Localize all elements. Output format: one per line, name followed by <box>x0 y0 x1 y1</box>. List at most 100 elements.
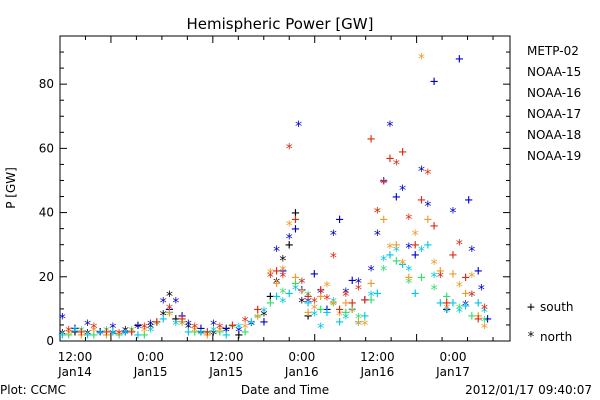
data-point: * <box>121 328 129 344</box>
data-point: + <box>109 324 117 340</box>
data-point: + <box>483 312 491 328</box>
data-point: * <box>115 328 123 344</box>
data-point: + <box>121 324 129 340</box>
data-point: + <box>235 328 243 344</box>
data-point: * <box>272 244 280 260</box>
data-point: * <box>455 238 463 254</box>
data-point: * <box>222 324 230 340</box>
data-point: * <box>247 318 255 334</box>
data-point: + <box>361 292 369 308</box>
data-point: * <box>209 328 217 344</box>
plot-border <box>59 35 511 342</box>
data-point: * <box>190 324 198 340</box>
data-point: + <box>455 51 463 67</box>
data-point: + <box>411 247 419 263</box>
data-point: + <box>127 324 135 340</box>
data-point: + <box>465 193 473 209</box>
data-point: * <box>285 218 293 234</box>
data-point: + <box>449 267 457 283</box>
data-point: * <box>228 321 236 337</box>
data-point: * <box>71 324 79 340</box>
data-point: * <box>354 312 362 328</box>
data-point: * <box>361 318 369 334</box>
data-point: * <box>165 289 173 305</box>
data-point: + <box>203 328 211 344</box>
data-point: * <box>392 157 400 173</box>
data-point: * <box>386 119 394 135</box>
data-point: * <box>247 318 255 334</box>
data-point: + <box>436 295 444 311</box>
series-noaa-15: *+ * + * + * **+*+* + * + * * +*+*+*+*+*+*+*+*+**+*+… <box>58 51 492 340</box>
x-tick-time-label: 0:00 <box>288 350 315 364</box>
data-point: * <box>266 270 274 286</box>
y-tick-label: 60 <box>39 141 54 155</box>
data-point: * <box>294 119 302 135</box>
x-tick-time-label: 12:00 <box>360 350 395 364</box>
data-point: + <box>379 212 387 228</box>
data-point: + <box>449 247 457 263</box>
data-point: + <box>474 312 482 328</box>
data-point: * <box>461 299 469 315</box>
data-point: + <box>474 308 482 324</box>
data-point: * <box>430 283 438 299</box>
data-point: + <box>398 257 406 273</box>
data-point: * <box>172 318 180 334</box>
data-point: + <box>184 324 192 340</box>
data-point: * <box>96 328 104 344</box>
x-tick-date-label: Jan16 <box>284 365 319 379</box>
data-point: * <box>279 286 287 302</box>
data-point: * <box>417 51 425 67</box>
data-point: * <box>235 324 243 340</box>
data-point: * <box>354 318 362 334</box>
data-point: + <box>442 302 450 318</box>
legend: METP-02 NOAA-15 NOAA-16 NOAA-17 NOAA-18 NOAA-… <box>527 44 581 345</box>
y-axis-label: P [GW] <box>4 167 18 209</box>
data-point: + <box>417 193 425 209</box>
x-tick-date-label: Jan14 <box>57 365 92 379</box>
data-point: + <box>468 308 476 324</box>
data-point: + <box>335 315 343 331</box>
data-point: * <box>310 308 318 324</box>
data-point: + <box>417 270 425 286</box>
legend-entry: METP-02 <box>527 44 579 58</box>
data-point: + <box>386 151 394 167</box>
series-noaa-18: * + * + * + *+ * +* + * + *+*+**+*+*+*+*+*+*+*+*+*+*… <box>64 51 488 343</box>
data-point: * <box>298 276 306 292</box>
data-point: * <box>127 324 135 340</box>
data-point: + <box>241 324 249 340</box>
data-point: + <box>90 328 98 344</box>
data-point: * <box>140 321 148 337</box>
data-point: * <box>455 302 463 318</box>
data-point: + <box>216 324 224 340</box>
data-point: * <box>354 283 362 299</box>
data-point: * <box>342 289 350 305</box>
data-point: + <box>102 324 110 340</box>
data-point: + <box>178 308 186 324</box>
data-point: + <box>272 263 280 279</box>
data-point: * <box>367 263 375 279</box>
data-point: * <box>329 299 337 315</box>
data-point: * <box>373 206 381 222</box>
data-point: * <box>367 289 375 305</box>
data-point: + <box>222 321 230 337</box>
data-point: + <box>291 206 299 222</box>
data-point: + <box>266 295 274 311</box>
data-point: * <box>379 177 387 193</box>
data-point: + <box>348 302 356 318</box>
data-point: + <box>430 218 438 234</box>
data-point: * <box>480 302 488 318</box>
data-points: * + * + * * + ***+* + * * +**+**++*+*+ * + * + * **+*+* + *… <box>58 51 492 343</box>
data-point: * <box>58 312 66 328</box>
data-point: * <box>449 206 457 222</box>
data-point: * <box>140 324 148 340</box>
data-point: + <box>71 321 79 337</box>
x-tick-date-label: Jan16 <box>360 365 395 379</box>
data-point: + <box>398 145 406 161</box>
data-point: * <box>405 263 413 279</box>
data-point: * <box>64 328 72 344</box>
data-point: * <box>405 212 413 228</box>
data-point: + <box>424 212 432 228</box>
data-point: * <box>455 279 463 295</box>
data-point: * <box>373 228 381 244</box>
data-point: * <box>329 295 337 311</box>
